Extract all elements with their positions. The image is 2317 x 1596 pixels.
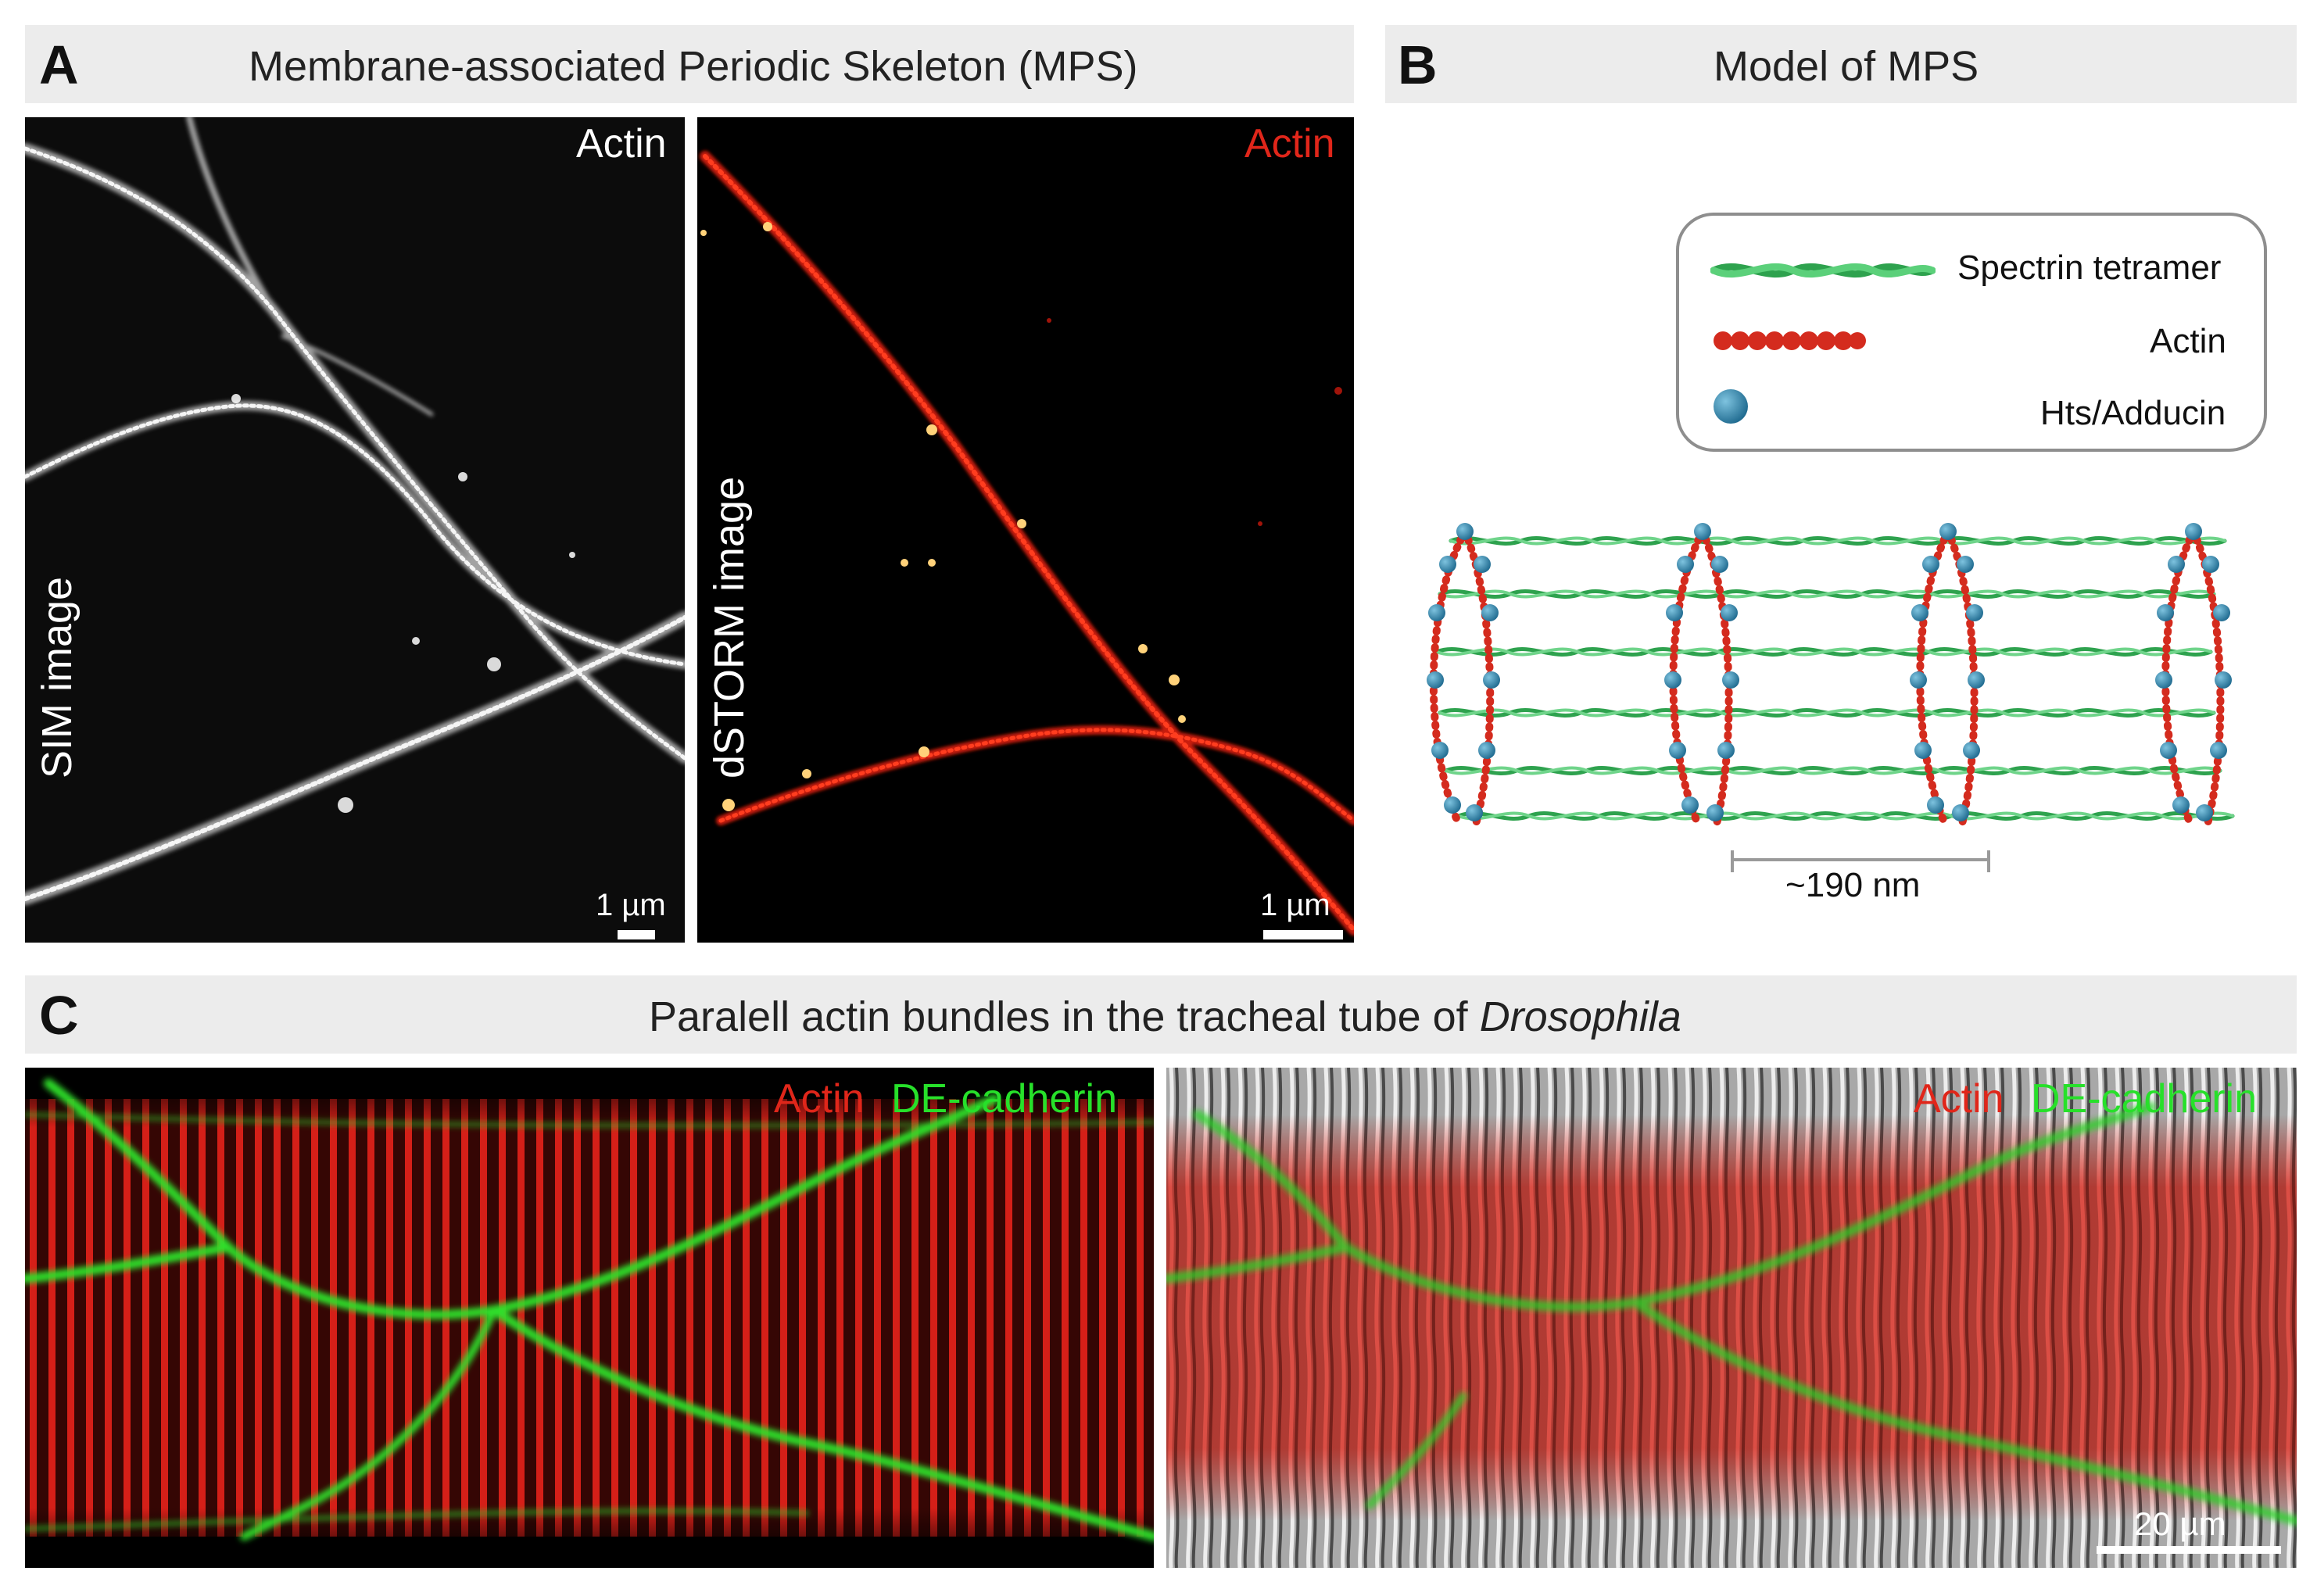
dstorm-image-side-label: dSTORM image	[706, 476, 753, 778]
legend-spectrin-label: Spectrin tetramer	[1957, 249, 2222, 287]
trachea-right-label-actin: Actin	[1914, 1076, 2004, 1122]
trachea-right-label-cadherin: DE-cadherin	[2031, 1076, 2258, 1122]
spectrin-tetramer-icon	[1710, 263, 1936, 277]
dstorm-actin-label: Actin	[1244, 121, 1335, 166]
mps-cylinder-model	[1427, 523, 2235, 828]
legend-actin-label: Actin	[2150, 322, 2226, 360]
panel-c-title: Paralell actin bundles in the tracheal t…	[649, 996, 1681, 1038]
sim-image	[25, 117, 685, 943]
panel-b-title: Model of MPS	[1714, 43, 1979, 90]
dstorm-image	[697, 117, 1354, 943]
panel-c-header	[25, 975, 2297, 1054]
panel-c-title-species: Drosophila	[1479, 993, 1681, 1040]
sim-image-side-label: SIM image	[34, 576, 81, 778]
trachea-left-label-actin: Actin	[774, 1076, 865, 1122]
sim-scale-bar	[618, 930, 655, 939]
panel-a-title: Membrane-associated Periodic Skeleton (M…	[249, 43, 1138, 90]
panel-a-header	[25, 25, 1354, 103]
legend-adducin-label: Hts/Adducin	[2040, 394, 2226, 432]
spacing-bracket	[1731, 850, 1990, 872]
trachea-dic-overlay-image	[1166, 1068, 2297, 1568]
trachea-left-label-cadherin: DE-cadherin	[891, 1076, 1118, 1122]
panel-c-letter: C	[39, 985, 79, 1046]
spacing-label: ~190 nm	[1785, 866, 1921, 904]
panel-c-title-text: Paralell actin bundles in the tracheal t…	[649, 993, 1480, 1040]
panel-a-letter: A	[39, 34, 79, 95]
trachea-scale-bar	[2097, 1546, 2281, 1554]
sim-actin-label: Actin	[576, 121, 667, 166]
trachea-scale-label: 20 µm	[2134, 1505, 2226, 1542]
dstorm-scale-label: 1 µm	[1260, 888, 1330, 922]
mps-legend	[1676, 213, 2267, 452]
trachea-confocal-image	[25, 1068, 1154, 1568]
panel-b-letter: B	[1398, 34, 1438, 95]
dstorm-scale-bar	[1263, 930, 1343, 939]
adducin-sphere-icon	[1714, 389, 1748, 424]
sim-scale-label: 1 µm	[596, 888, 666, 922]
actin-filament-icon	[1714, 331, 1866, 350]
panel-b-header	[1385, 25, 2297, 103]
